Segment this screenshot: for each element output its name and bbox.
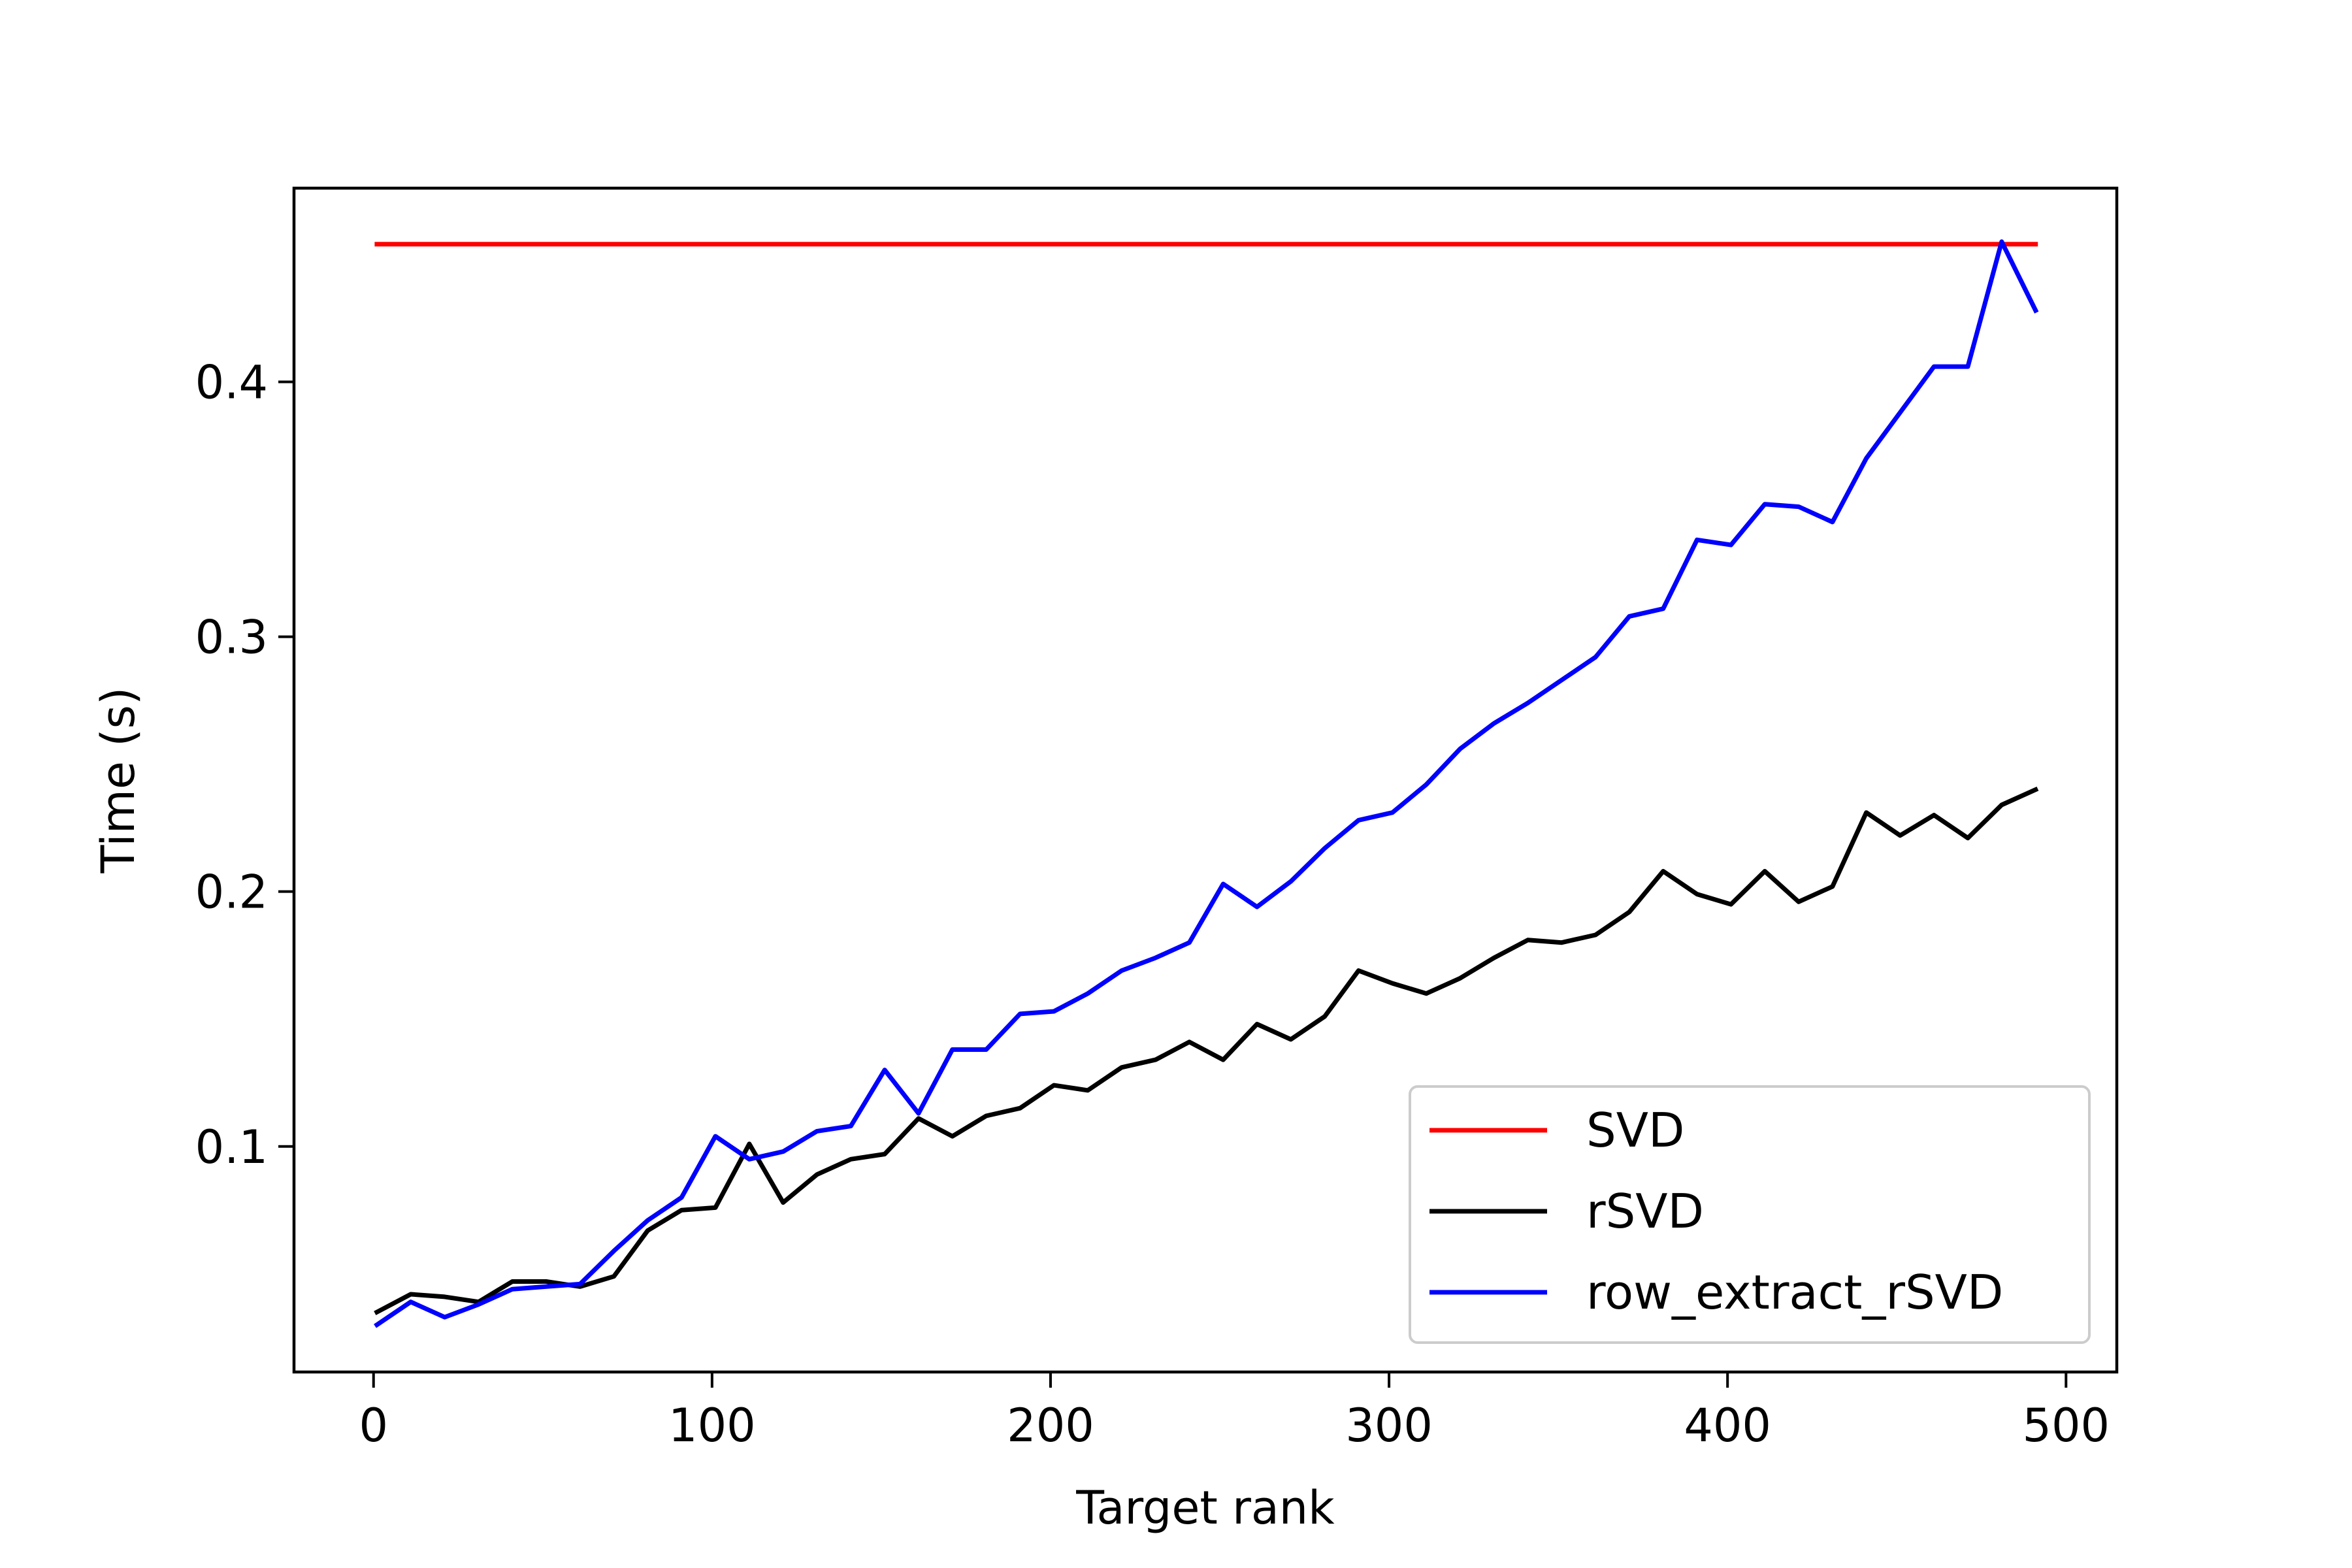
x-tick-label: 400	[1684, 1399, 1771, 1452]
y-tick-label: 0.4	[195, 355, 268, 409]
x-tick-label: 300	[1345, 1399, 1433, 1452]
x-tick-label: 500	[2022, 1399, 2110, 1452]
y-axis-label: Time (s)	[91, 687, 145, 874]
series-line-row-extract-rsvd	[374, 239, 2039, 1328]
x-tick-label: 0	[359, 1399, 388, 1452]
series-layer	[374, 239, 2039, 1328]
legend: SVD rSVD row_extract_rSVD	[1409, 1085, 2091, 1344]
y-tick-label: 0.3	[195, 611, 268, 664]
x-axis: 0 100 200 300 400 500	[359, 1372, 2110, 1452]
y-tick-label: 0.2	[195, 866, 268, 919]
x-tick-label: 100	[668, 1399, 756, 1452]
series-line-rsvd	[374, 786, 2039, 1316]
x-tick-label: 200	[1007, 1399, 1094, 1452]
legend-box	[1409, 1085, 2091, 1344]
y-axis: 0.1 0.2 0.3 0.4	[195, 355, 294, 1174]
legend-label-svd: SVD	[1586, 1103, 1684, 1158]
legend-label-rsvd: rSVD	[1586, 1184, 1704, 1239]
legend-label-row-extract-rsvd: row_extract_rSVD	[1586, 1265, 2003, 1320]
y-tick-label: 0.1	[195, 1120, 268, 1174]
plot-frame	[292, 186, 2119, 1374]
x-axis-label: Target rank	[1075, 1481, 1335, 1535]
